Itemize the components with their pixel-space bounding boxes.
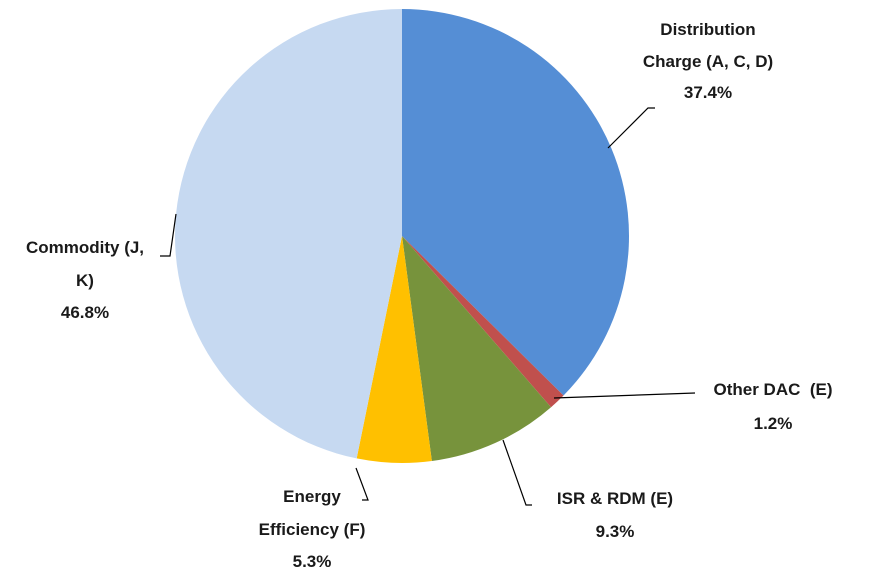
- leader-line: [160, 213, 177, 257]
- category-label: ISR & RDM (E): [556, 489, 674, 508]
- slice-label: Other DAC (E) 1.2%: [683, 373, 863, 441]
- slice-label: Distribution Charge (A, C, D) 37.4%: [638, 14, 778, 109]
- category-label: Commodity (J, K): [25, 238, 149, 290]
- slice-label: ISR & RDM (E) 9.3%: [520, 482, 710, 548]
- value-label: 37.4%: [683, 83, 733, 103]
- leader-line: [607, 107, 655, 149]
- leader-line: [502, 439, 532, 506]
- category-label: Other DAC (E): [713, 380, 833, 399]
- pie-slice: [356, 236, 432, 463]
- slice-label: Energy Efficiency (F) 5.3%: [247, 481, 377, 575]
- category-label: Distribution Charge (A, C, D): [642, 20, 774, 71]
- pie-slice: [175, 9, 402, 459]
- leader-line: [355, 467, 369, 501]
- value-label: 1.2%: [753, 414, 793, 433]
- leader-line: [553, 392, 696, 399]
- pie-slice: [402, 9, 629, 396]
- slice-label: Commodity (J, K) 46.8%: [25, 232, 145, 330]
- value-label: 9.3%: [595, 522, 635, 541]
- value-label: 5.3%: [292, 552, 332, 571]
- pie-slice: [402, 236, 552, 462]
- pie-slice: [402, 236, 564, 408]
- leader-lines: [160, 107, 696, 506]
- category-label: Energy Efficiency (F): [258, 487, 366, 539]
- value-label: 46.8%: [60, 303, 110, 322]
